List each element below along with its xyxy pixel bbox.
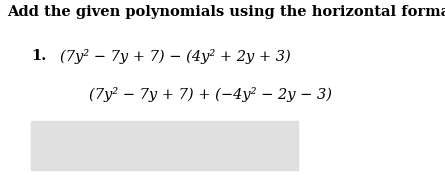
Text: 1.: 1. xyxy=(31,49,46,63)
FancyBboxPatch shape xyxy=(31,121,298,170)
Text: (7y² − 7y + 7) + (−4y² − 2y − 3): (7y² − 7y + 7) + (−4y² − 2y − 3) xyxy=(89,88,332,103)
Text: Add the given polynomials using the horizontal format.: Add the given polynomials using the hori… xyxy=(7,5,445,19)
Text: (7y² − 7y + 7) − (4y² + 2y + 3): (7y² − 7y + 7) − (4y² + 2y + 3) xyxy=(60,49,291,64)
